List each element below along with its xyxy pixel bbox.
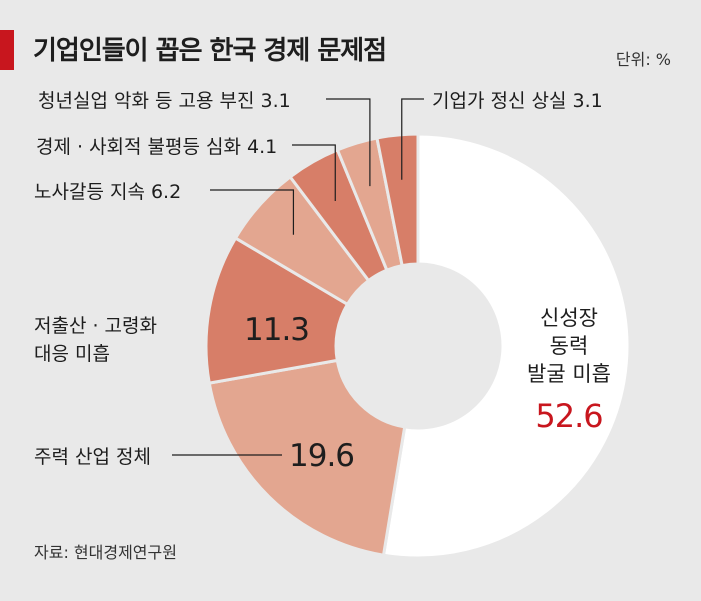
label-new-growth: 신성장 동력 발굴 미흡	[527, 306, 611, 386]
label-main-industry: 주력 산업 정체	[34, 446, 151, 468]
leader-inequality	[292, 144, 336, 201]
label-low-birth-aging: 저출산 · 고령화 대응 미흡	[34, 315, 157, 365]
slice-main-industry	[207, 358, 407, 557]
label-entrepreneurship: 기업가 정신 상실 3.1	[432, 90, 603, 112]
leader-labor-conflict	[210, 189, 295, 235]
leader-youth-unemployment	[326, 98, 371, 187]
value-main-industry: 19.6	[289, 438, 354, 474]
unit-label: 단위: %	[615, 50, 671, 69]
slice-low-birth-aging	[204, 236, 350, 385]
chart-title: 기업인들이 꼽은 한국 경제 문제점	[33, 36, 387, 66]
label-labor-conflict: 노사갈등 지속 6.2	[34, 181, 181, 203]
title-accent-bar	[0, 30, 14, 70]
slice-new-growth	[381, 132, 632, 560]
leader-entrepreneurship	[401, 98, 424, 180]
label-inequality: 경제 · 사회적 불평등 심화 4.1	[36, 136, 277, 158]
value-new-growth: 52.6	[535, 397, 602, 435]
source-label: 자료: 현대경제연구원	[34, 543, 177, 562]
value-low-birth-aging: 11.3	[244, 312, 309, 348]
label-youth-unemployment: 청년실업 악화 등 고용 부진 3.1	[38, 90, 291, 112]
slice-entrepreneurship	[375, 132, 420, 268]
